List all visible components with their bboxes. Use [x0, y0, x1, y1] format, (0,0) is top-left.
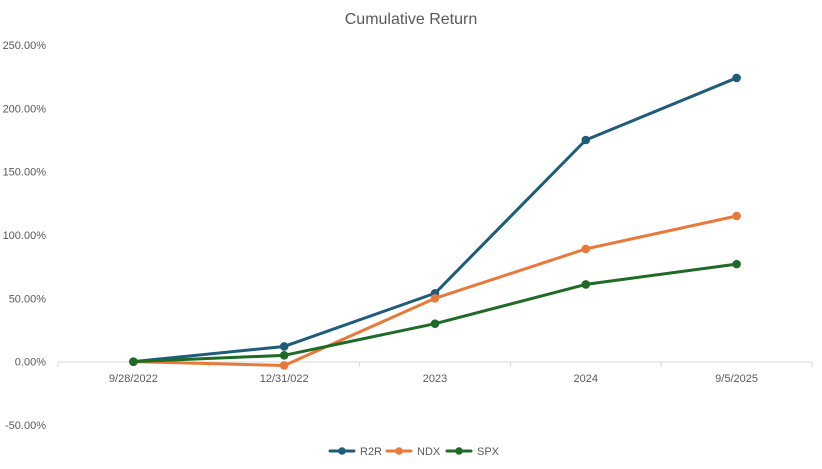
legend-label: SPX	[477, 446, 500, 458]
y-tick-label: 100.00%	[3, 230, 47, 242]
legend-item-ndx: NDX	[385, 446, 441, 458]
data-point-ndx-2	[430, 294, 440, 303]
legend-swatch-marker	[338, 447, 346, 455]
y-tick-label: 200.00%	[3, 103, 47, 115]
x-tick-label: 12/31/022	[260, 373, 309, 385]
legend-swatch-marker	[455, 447, 463, 455]
x-axis-ticks: 9/28/2022 12/31/022 2023 2024 9/5/2025	[57, 362, 813, 385]
legend-item-spx: SPX	[445, 446, 500, 458]
chart-title: Cumulative Return	[345, 11, 478, 28]
data-point-r2r-3	[581, 135, 591, 145]
legend-label: NDX	[417, 446, 441, 458]
series-layer	[129, 73, 741, 370]
series-spx	[129, 259, 741, 366]
x-tick-label: 9/5/2025	[715, 373, 758, 385]
y-tick-label: 0.00%	[15, 357, 46, 369]
y-tick-label: 50.00%	[9, 293, 47, 305]
legend-item-r2r: R2R	[328, 446, 382, 458]
data-point-r2r-1	[279, 342, 289, 351]
series-line-r2r	[131, 76, 739, 364]
legend-swatch-marker	[395, 447, 403, 455]
series-r2r	[129, 73, 741, 366]
data-point-spx-3	[581, 280, 591, 289]
data-point-spx-1	[279, 351, 289, 360]
x-tick-label: 2023	[423, 373, 447, 385]
y-tick-label: -50.00%	[5, 420, 46, 432]
x-tick-label: 2024	[574, 373, 598, 385]
legend: R2R NDX SPX	[328, 446, 500, 458]
y-tick-label: 250.00%	[3, 40, 47, 52]
data-point-r2r-4	[732, 73, 741, 83]
data-point-ndx-4	[732, 211, 741, 221]
data-point-spx-0	[129, 357, 138, 366]
y-tick-label: 150.00%	[3, 167, 47, 179]
x-tick-label: 9/28/2022	[109, 373, 158, 385]
data-point-ndx-3	[581, 244, 591, 254]
data-point-spx-2	[430, 319, 440, 328]
data-point-spx-4	[732, 259, 741, 269]
series-line-spx	[131, 262, 739, 364]
data-point-ndx-1	[279, 361, 289, 370]
y-axis-ticks: -50.00% 0.00% 50.00% 100.00% 150.00% 200.00% 2…	[3, 40, 47, 432]
legend-label: R2R	[360, 446, 382, 458]
